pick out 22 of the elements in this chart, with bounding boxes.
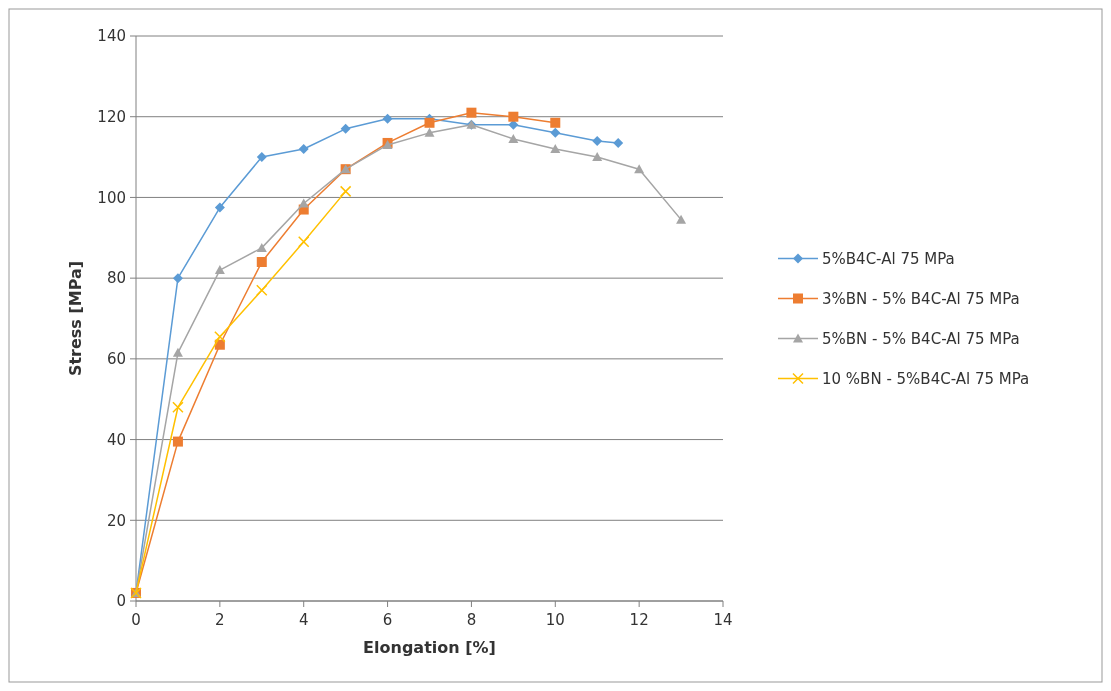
y-tick-label: 0 [116,592,126,611]
x-axis-title: Elongation [%] [363,638,496,657]
y-tick-label: 60 [106,350,126,369]
y-tick-label: 80 [106,269,126,288]
y-tick-label: 120 [97,107,126,126]
y-axis-title: Stress [MPa] [66,260,85,377]
x-tick-label: 12 [629,611,649,629]
y-tick-label: 140 [97,27,126,46]
x-tick-label: 0 [131,611,141,629]
legend-label: 10 %BN - 5%B4C-Al 75 MPa [822,369,1030,388]
x-tick-label: 8 [466,611,477,629]
x-tick-label: 2 [215,611,225,629]
legend-label: 5%B4C-Al 75 MPa [822,249,955,268]
x-tick-label: 4 [298,611,309,629]
y-tick-label: 40 [106,430,126,449]
y-tick-label: 100 [97,188,126,207]
y-tick-label: 20 [106,511,126,530]
x-tick-label: 6 [382,611,393,629]
legend-label: 3%BN - 5% B4C-Al 75 MPa [822,289,1020,308]
x-tick-label: 14 [713,611,733,629]
legend-label: 5%BN - 5% B4C-Al 75 MPa [822,329,1020,348]
x-tick-label: 10 [545,611,565,629]
